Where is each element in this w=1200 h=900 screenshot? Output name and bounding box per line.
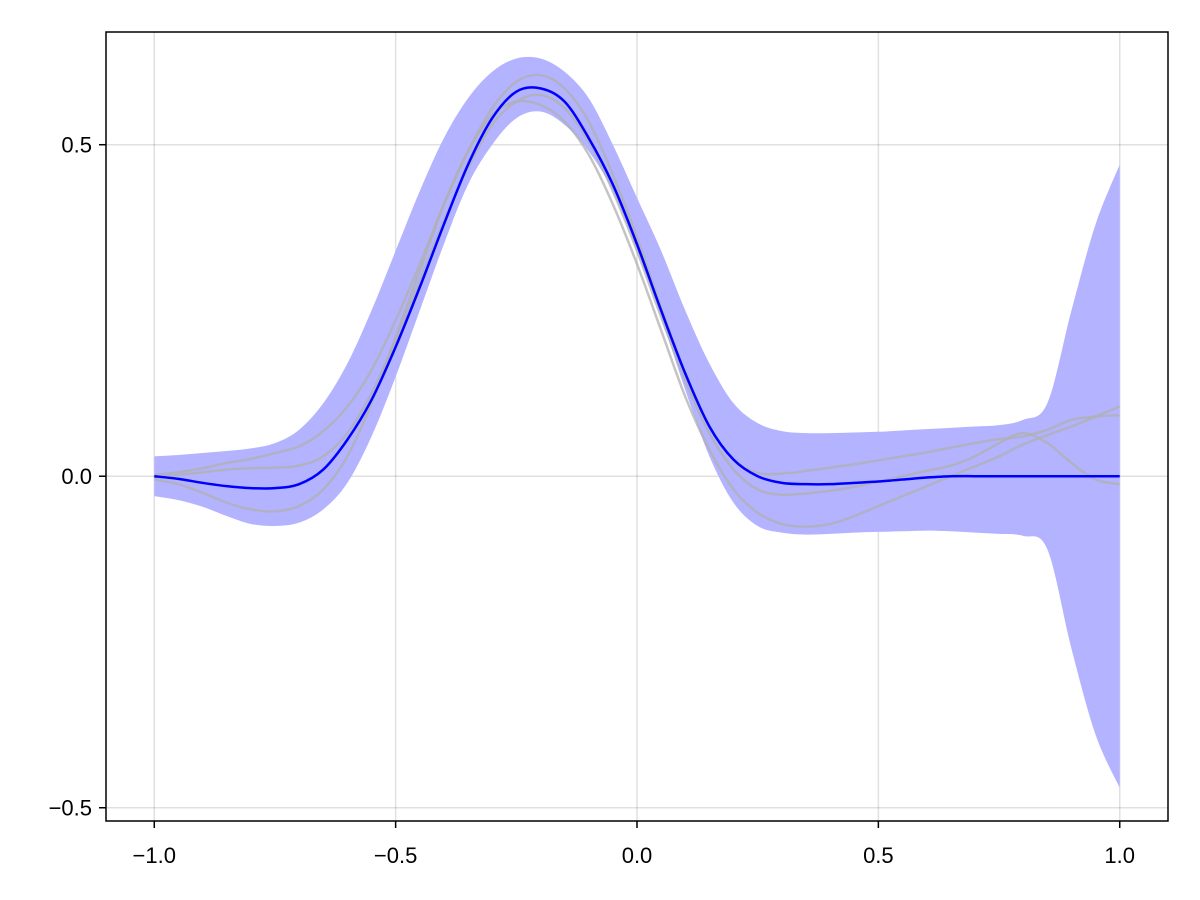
- sample-line: [154, 99, 1121, 528]
- x-tick-label: 1.0: [1104, 843, 1135, 868]
- mean-line-group: [154, 86, 1120, 490]
- x-tick-labels: −1.0 −0.5 0.0 0.5 1.0: [133, 843, 1135, 868]
- y-tick-labels: −0.5 0.0 0.5: [49, 133, 92, 821]
- x-tick-label: −0.5: [374, 843, 417, 868]
- axis-ticks: [99, 143, 1121, 828]
- x-tick-label: −1.0: [133, 843, 176, 868]
- sample-line: [154, 93, 1120, 497]
- y-tick-label: −0.5: [49, 796, 92, 821]
- sample-line: [154, 73, 1120, 477]
- x-tick-label: 0.5: [863, 843, 894, 868]
- band-area: [154, 56, 1120, 788]
- x-tick-label: 0.0: [622, 843, 653, 868]
- y-tick-label: 0.0: [61, 464, 92, 489]
- confidence-band: [154, 56, 1120, 788]
- mean-line: [154, 86, 1120, 490]
- y-tick-label: 0.5: [61, 133, 92, 158]
- sample-lines: [154, 73, 1121, 528]
